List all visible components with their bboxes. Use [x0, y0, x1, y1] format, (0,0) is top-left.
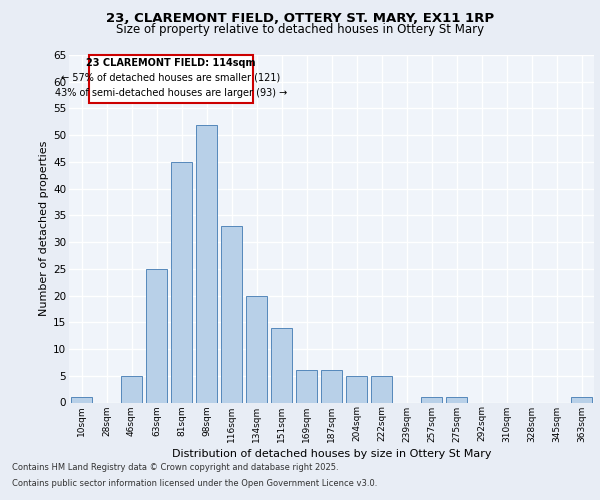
Text: ← 57% of detached houses are smaller (121): ← 57% of detached houses are smaller (12…	[61, 72, 281, 83]
Bar	[196, 124, 217, 402]
Text: Size of property relative to detached houses in Ottery St Mary: Size of property relative to detached ho…	[116, 24, 484, 36]
Bar	[321, 370, 342, 402]
Bar	[171, 162, 192, 402]
Text: Contains HM Land Registry data © Crown copyright and database right 2025.: Contains HM Land Registry data © Crown c…	[12, 464, 338, 472]
Text: 23, CLAREMONT FIELD, OTTERY ST. MARY, EX11 1RP: 23, CLAREMONT FIELD, OTTERY ST. MARY, EX…	[106, 12, 494, 26]
Bar	[71, 397, 92, 402]
Bar	[446, 397, 467, 402]
Bar	[121, 376, 142, 402]
Bar	[421, 397, 442, 402]
Bar	[346, 376, 367, 402]
Text: 23 CLAREMONT FIELD: 114sqm: 23 CLAREMONT FIELD: 114sqm	[86, 58, 256, 68]
X-axis label: Distribution of detached houses by size in Ottery St Mary: Distribution of detached houses by size …	[172, 448, 491, 458]
Bar	[371, 376, 392, 402]
Text: Contains public sector information licensed under the Open Government Licence v3: Contains public sector information licen…	[12, 478, 377, 488]
Bar	[221, 226, 242, 402]
Bar	[146, 269, 167, 402]
Text: 43% of semi-detached houses are larger (93) →: 43% of semi-detached houses are larger (…	[55, 88, 287, 98]
FancyBboxPatch shape	[89, 55, 253, 103]
Bar	[271, 328, 292, 402]
Bar	[571, 397, 592, 402]
Bar	[296, 370, 317, 402]
Y-axis label: Number of detached properties: Number of detached properties	[39, 141, 49, 316]
Bar	[246, 296, 267, 403]
